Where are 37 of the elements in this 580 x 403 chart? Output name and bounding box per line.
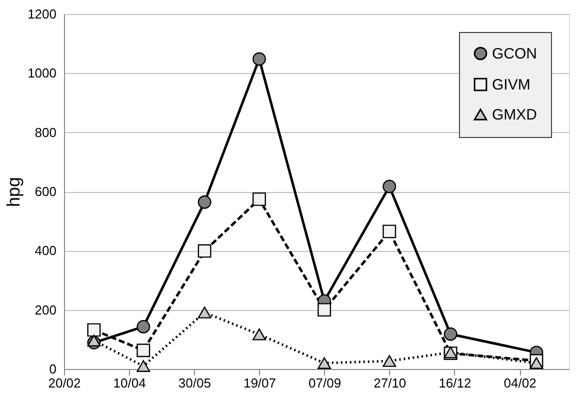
point <box>382 180 396 194</box>
x-tick-label: 04/02 <box>504 376 536 390</box>
point <box>136 320 150 334</box>
x-tick-label: 20/02 <box>48 376 81 390</box>
point <box>136 344 150 358</box>
point <box>252 328 266 340</box>
point <box>198 195 212 209</box>
x-tick-label: 27/10 <box>374 376 406 390</box>
y-tick-label: 400 <box>34 243 56 258</box>
legend-label: GMXD <box>492 106 538 124</box>
point <box>318 357 332 369</box>
x-tick-label: 30/05 <box>178 376 211 390</box>
y-tick-label: 0 <box>49 362 56 376</box>
y-tick-label: 600 <box>34 184 56 199</box>
y-tick-label: 200 <box>34 302 56 318</box>
point <box>382 224 396 238</box>
y-tick-label: 1000 <box>28 66 56 81</box>
y-tick-label: 1200 <box>28 6 56 22</box>
point <box>198 244 212 258</box>
point <box>136 360 150 372</box>
point <box>87 323 101 337</box>
point <box>252 52 266 66</box>
point <box>444 327 458 341</box>
point <box>530 357 544 369</box>
point <box>252 192 266 206</box>
point <box>382 355 396 367</box>
y-tick-label: 800 <box>34 124 56 140</box>
y-axis-title: hpg <box>4 176 24 208</box>
point <box>87 334 101 347</box>
legend-label: GCON <box>492 46 537 62</box>
x-tick-label: 07/09 <box>308 376 342 390</box>
legend-label: GIVM <box>492 76 530 94</box>
point <box>318 303 332 317</box>
point <box>198 306 212 318</box>
x-tick-label: 19/07 <box>243 376 276 390</box>
x-tick-label: 10/04 <box>113 376 146 390</box>
x-tick-label: 16/12 <box>438 376 472 390</box>
